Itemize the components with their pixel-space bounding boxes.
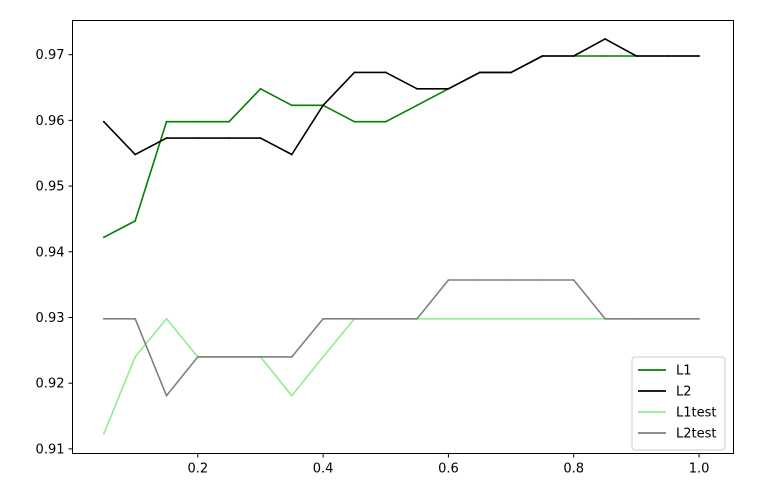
data-point-l2 [510, 71, 512, 74]
x-tick-label: 0.6 [438, 462, 459, 477]
x-tick-label: 1.0 [689, 462, 710, 477]
legend-label-l2: L2 [676, 385, 692, 400]
data-point-l2 [102, 120, 105, 123]
data-point-l2test [666, 317, 669, 320]
y-axis: 0.91 0.92 0.93 0.94 0.95 0.96 0.97 [36, 48, 73, 457]
data-point-l2test [290, 356, 293, 358]
data-point-l2test [510, 279, 512, 281]
x-axis: 0.2 0.4 0.6 0.8 1.0 [187, 453, 710, 477]
data-point-l1 [604, 55, 606, 57]
y-tick-label: 0.92 [36, 377, 65, 392]
data-point-l1test [541, 317, 544, 320]
data-point-l2 [416, 87, 418, 90]
data-point-l2test [541, 279, 544, 281]
data-point-l1test [478, 317, 481, 320]
data-point-l1 [196, 120, 199, 123]
data-point-l1test [290, 394, 293, 397]
legend: L1 L2 L1test L2test [631, 356, 726, 451]
data-point-l1 [290, 104, 293, 107]
data-point-l2test [165, 394, 168, 397]
data-point-l2test [416, 317, 418, 320]
series-line-l2test [103, 279, 699, 397]
data-point-l1test [134, 356, 137, 358]
data-point-l2 [290, 153, 293, 156]
data-point-l2 [447, 87, 450, 90]
data-point-l2 [666, 55, 669, 57]
data-point-l1 [102, 236, 105, 239]
data-point-l1test [510, 317, 512, 320]
y-tick-label: 0.94 [36, 245, 65, 260]
data-point-l2test [384, 317, 387, 320]
data-point-l2 [196, 137, 199, 140]
data-point-l2 [322, 104, 324, 107]
data-point-l1 [259, 87, 262, 90]
data-point-l2 [134, 153, 137, 156]
series-line-l2 [103, 38, 699, 156]
series-line-l1 [103, 55, 699, 239]
data-point-l2 [259, 137, 262, 140]
legend-label-l1test: L1test [676, 406, 716, 421]
x-tick-label: 0.8 [563, 462, 584, 477]
data-point-l1test [102, 432, 105, 435]
plot-frame [72, 20, 734, 454]
data-point-l2 [165, 137, 168, 140]
data-point-l1 [134, 220, 137, 222]
data-point-l2 [353, 71, 356, 74]
y-tick-label: 0.93 [36, 311, 65, 326]
data-point-l2test [102, 317, 105, 320]
data-point-l2 [572, 55, 575, 57]
data-point-l2test [478, 279, 481, 281]
series-layer [102, 38, 700, 435]
legend-label-l2test: L2test [676, 427, 716, 442]
data-point-l2test [635, 317, 638, 320]
x-tick-label: 0.2 [187, 462, 208, 477]
data-point-l1 [165, 120, 168, 123]
data-point-l2 [228, 137, 231, 140]
legend-label-l1: L1 [676, 364, 692, 379]
data-point-l1 [384, 120, 387, 123]
y-tick-label: 0.91 [36, 442, 65, 457]
data-point-l2test [572, 279, 575, 281]
y-tick-label: 0.97 [36, 48, 65, 63]
data-point-l1test [165, 317, 168, 320]
y-tick-label: 0.95 [36, 180, 65, 195]
data-point-l1test [447, 317, 450, 320]
legend-frame [631, 356, 726, 451]
data-point-l2 [541, 55, 544, 57]
data-point-l2 [604, 38, 606, 40]
data-point-l1test [572, 317, 575, 320]
data-point-l2test [447, 279, 450, 281]
data-point-l2test [134, 317, 137, 320]
series-line-l1test [103, 317, 699, 435]
data-point-l2test [604, 317, 606, 320]
data-point-l2 [635, 55, 638, 57]
y-tick-label: 0.96 [36, 114, 65, 129]
x-tick-label: 0.4 [313, 462, 334, 477]
data-point-l2 [384, 71, 387, 74]
data-point-l2test [259, 356, 262, 358]
data-point-l2test [228, 356, 231, 358]
data-point-l2test [353, 317, 356, 320]
data-point-l2test [196, 356, 199, 358]
data-point-l2test [698, 317, 700, 320]
data-point-l1 [228, 120, 231, 123]
data-point-l2 [478, 71, 481, 74]
data-point-l1 [353, 120, 356, 123]
data-point-l2 [698, 55, 700, 57]
data-point-l1 [416, 104, 418, 107]
data-point-l2test [322, 317, 324, 320]
data-point-l1test [322, 356, 324, 358]
